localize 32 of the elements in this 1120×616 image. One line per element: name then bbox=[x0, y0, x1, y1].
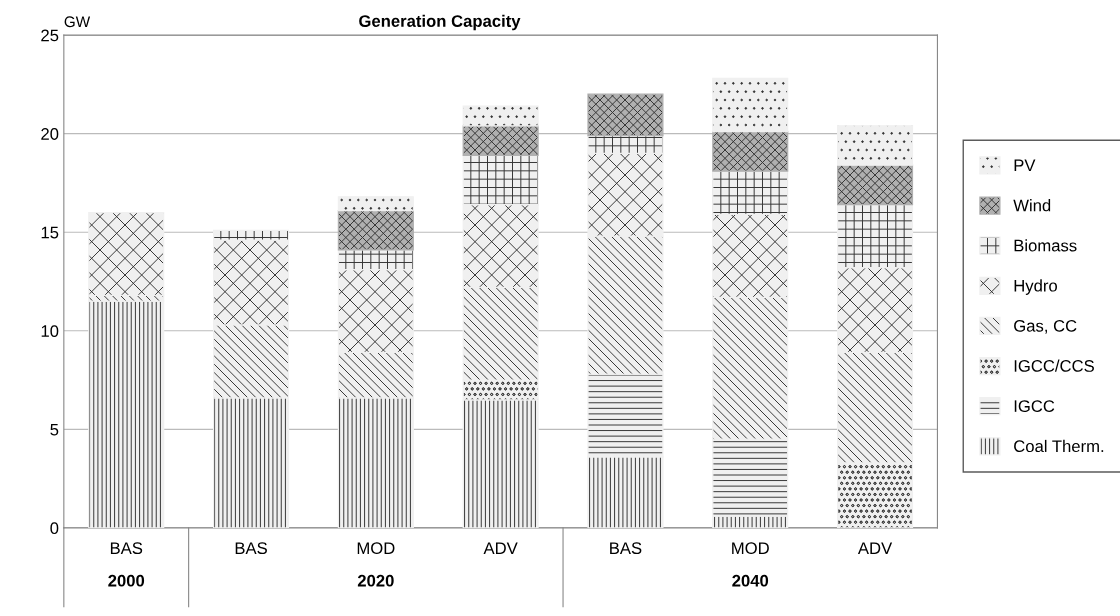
x-tick-label: BAS bbox=[610, 542, 642, 555]
legend-label: PV bbox=[1014, 159, 1036, 172]
y-tick-label: 0 bbox=[50, 522, 59, 535]
bar bbox=[337, 196, 414, 212]
text: 2000 bbox=[108, 574, 145, 587]
bar bbox=[88, 300, 165, 528]
legend-label: Biomass bbox=[1014, 239, 1077, 252]
bar bbox=[712, 77, 789, 133]
legend-label: IGCC bbox=[1014, 400, 1055, 412]
bar bbox=[836, 164, 914, 206]
y-axis-title: GW bbox=[64, 16, 91, 28]
x-tick-label: BAS bbox=[110, 542, 143, 555]
legend-label: IGCC/CCS bbox=[1014, 359, 1094, 372]
legend-label: Gas, CC bbox=[1014, 319, 1077, 334]
x-tick-label: BAS bbox=[235, 542, 267, 555]
x-tick-label: MOD bbox=[357, 542, 395, 555]
y-tick-label: 5 bbox=[50, 423, 59, 436]
bar bbox=[462, 105, 539, 127]
y-tick-label: 10 bbox=[41, 325, 59, 337]
y-tick-label: 15 bbox=[41, 226, 59, 239]
y-tick-label: 25 bbox=[41, 29, 59, 42]
text: 2040 bbox=[732, 574, 769, 587]
x-tick-label: ADV bbox=[857, 542, 893, 554]
y-tick-label: 20 bbox=[41, 128, 59, 140]
legend-label: Hydro bbox=[1014, 279, 1057, 295]
legend-label: Wind bbox=[1013, 199, 1051, 212]
bar bbox=[836, 125, 914, 166]
text: 2020 bbox=[357, 574, 394, 587]
x-tick-label: ADV bbox=[483, 542, 518, 554]
legend-label: Coal Therm. bbox=[1014, 439, 1104, 453]
x-tick-label: MOD bbox=[732, 542, 769, 555]
chart-title: Generation Capacity bbox=[359, 14, 521, 31]
